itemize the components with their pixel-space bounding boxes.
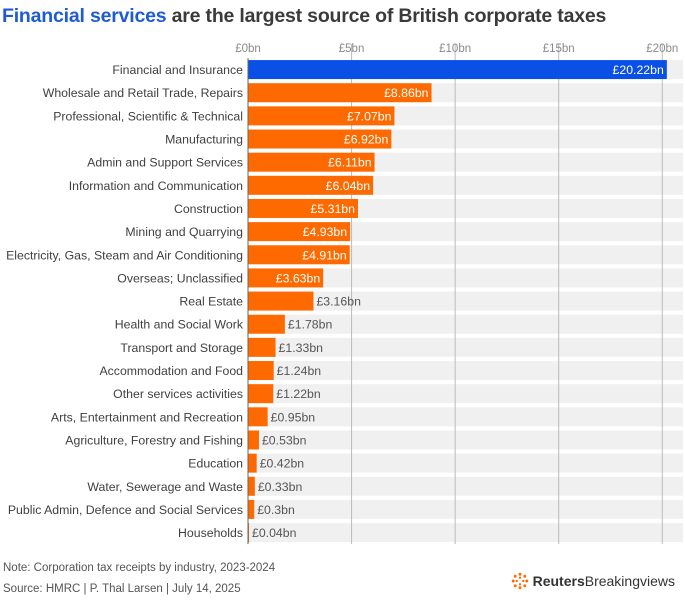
value-label: £0.3bn: [257, 503, 295, 517]
category-label: Transport and Storage: [120, 341, 243, 355]
category-label: Financial and Insurance: [112, 63, 243, 77]
row-band: [248, 499, 683, 519]
row-band: [248, 407, 683, 427]
row-band: [248, 314, 683, 334]
x-tick-label: £20bn: [646, 43, 678, 55]
category-label: Real Estate: [179, 295, 243, 309]
category-label: Education: [188, 457, 243, 471]
value-label: £20.22bn: [613, 63, 664, 77]
bar: [248, 499, 255, 519]
value-label: £0.53bn: [262, 433, 307, 447]
bar: [248, 384, 274, 404]
bar: [248, 60, 667, 80]
row-band: [248, 476, 683, 496]
reuters-dots-icon: [511, 572, 528, 590]
category-label: Electricity, Gas, Steam and Air Conditio…: [6, 248, 243, 262]
x-tick-label: £15bn: [543, 43, 575, 55]
category-label: Admin and Support Services: [87, 156, 243, 170]
row-band: [248, 245, 683, 265]
value-label: £8.86bn: [384, 86, 429, 100]
category-label: Professional, Scientific & Technical: [53, 109, 243, 123]
row-band: [248, 222, 683, 242]
bar: [248, 198, 358, 218]
title-highlight: Financial services: [2, 5, 167, 27]
category-label: Health and Social Work: [115, 318, 244, 332]
value-label: £6.92bn: [344, 133, 389, 147]
bar: [248, 245, 350, 265]
bar: [248, 152, 375, 172]
row-band: [248, 430, 683, 450]
title-rest: are the largest source of British corpor…: [166, 5, 607, 27]
row-band: [248, 337, 683, 357]
bar: [248, 129, 392, 149]
bar: [248, 407, 268, 427]
value-label: £1.78bn: [288, 318, 333, 332]
value-label: £0.95bn: [271, 410, 316, 424]
bar: [248, 291, 314, 311]
brand-breakingviews: Breakingviews: [584, 573, 675, 589]
value-label: £4.93bn: [303, 225, 348, 239]
bar: [248, 268, 324, 288]
row-band: [248, 291, 683, 311]
bar: [248, 476, 255, 496]
value-label: £0.42bn: [260, 457, 305, 471]
row-band: [248, 384, 683, 404]
category-label: Information and Communication: [69, 179, 243, 193]
category-label: Arts, Entertainment and Recreation: [51, 410, 243, 424]
category-label: Water, Sewerage and Waste: [87, 480, 243, 494]
value-label: £6.11bn: [328, 156, 372, 170]
value-label: £3.16bn: [316, 295, 361, 309]
category-label: Mining and Quarrying: [125, 225, 243, 239]
value-label: £3.63bn: [276, 271, 321, 285]
brand-reuters: Reuters: [532, 573, 585, 589]
category-label: Agriculture, Forestry and Fishing: [65, 433, 243, 447]
bar: [248, 314, 285, 334]
category-label: Public Admin, Defence and Social Service…: [8, 503, 243, 517]
value-label: £7.07bn: [347, 109, 392, 123]
bar-chart: £0bn £5bn £10bn £15bn £20bn Financial and Ins…: [6, 43, 683, 545]
footer-source: Source: HMRC | P. Thal Larsen | July 14,…: [3, 583, 241, 595]
category-label: Manufacturing: [165, 133, 243, 147]
category-label: Other services activities: [113, 387, 243, 401]
footer-note: Note: Corporation tax receipts by indust…: [3, 562, 276, 574]
row-band: [248, 361, 683, 381]
value-label: £1.33bn: [279, 341, 324, 355]
bar: [248, 337, 276, 357]
row-band: [248, 523, 683, 543]
bar: [248, 361, 274, 381]
bar: [248, 453, 257, 473]
bar: [248, 175, 374, 195]
value-label: £0.04bn: [252, 526, 297, 540]
value-label: £5.31bn: [311, 202, 356, 216]
x-tick-label: £10bn: [439, 43, 471, 55]
bar: [248, 430, 259, 450]
reuters-breakingviews-logo: Reuters Breakingviews: [511, 572, 675, 590]
value-label: £0.33bn: [258, 480, 303, 494]
value-label: £6.04bn: [326, 179, 371, 193]
bar: [248, 83, 432, 103]
row-band: [248, 453, 683, 473]
category-label: Construction: [174, 202, 243, 216]
value-label: £1.22bn: [276, 387, 321, 401]
chart-title: Financial services are the largest sourc…: [2, 5, 606, 28]
row-band: [248, 268, 683, 288]
category-label: Accommodation and Food: [99, 364, 243, 378]
category-label: Overseas; Unclassified: [117, 271, 243, 285]
category-label: Wholesale and Retail Trade, Repairs: [43, 86, 243, 100]
bar: [248, 222, 351, 242]
x-tick-label: £0bn: [235, 43, 261, 55]
bar: [248, 106, 395, 126]
value-label: £4.91bn: [302, 248, 347, 262]
value-label: £1.24bn: [277, 364, 322, 378]
x-tick-label: £5bn: [339, 43, 365, 55]
category-label: Households: [178, 526, 243, 540]
